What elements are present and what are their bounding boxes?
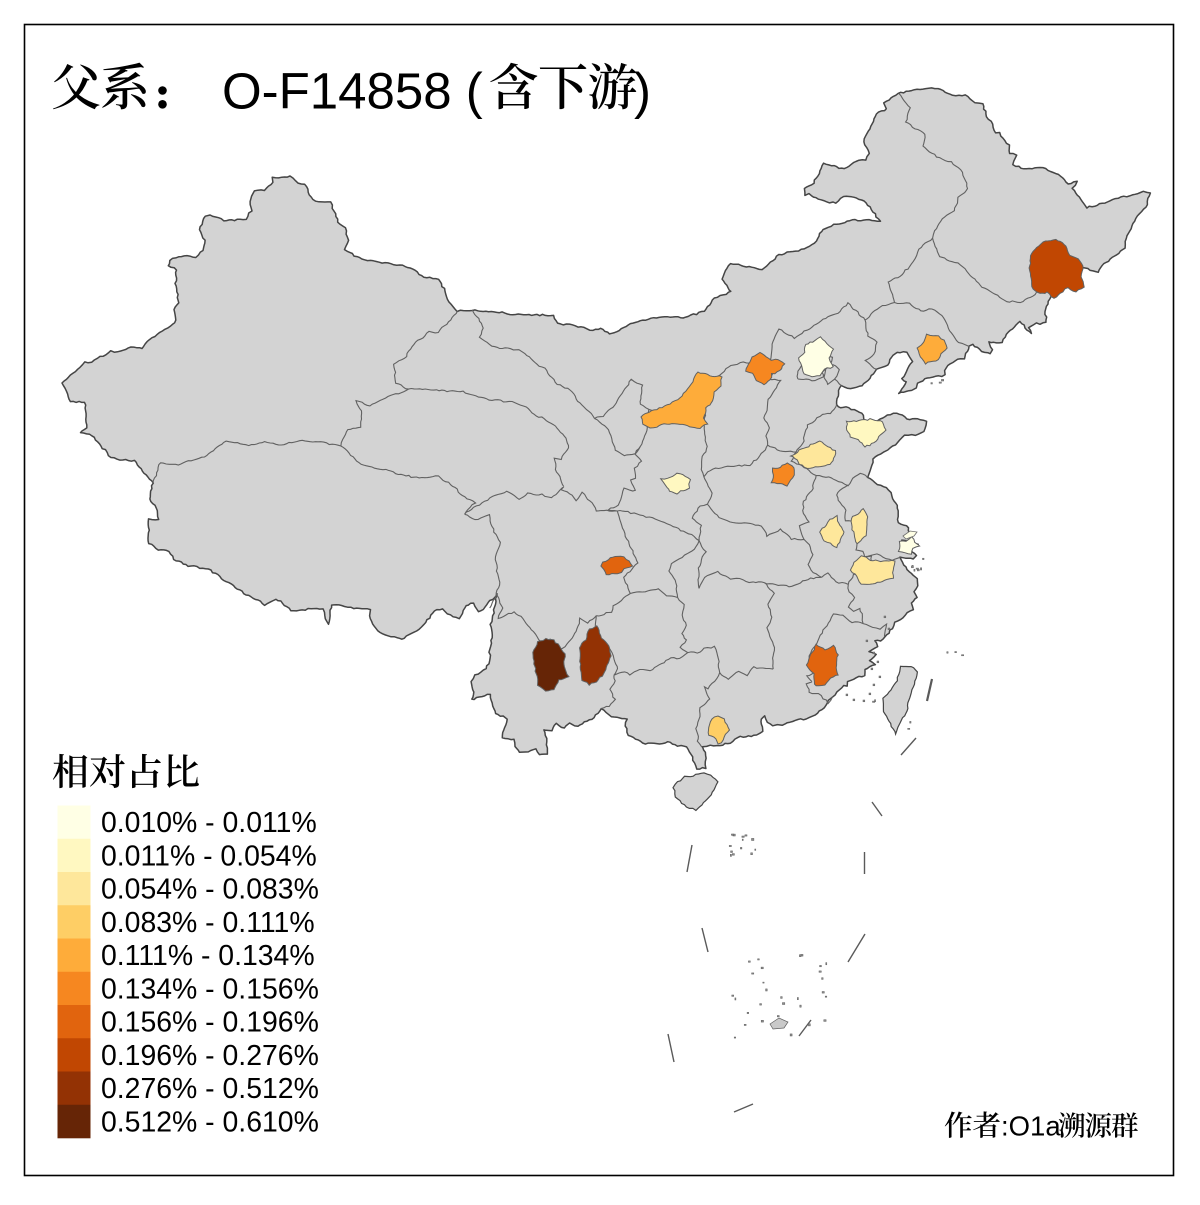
svg-text:0.156% - 0.196%: 0.156% - 0.196% <box>101 1007 319 1039</box>
svg-text:0.054% - 0.083%: 0.054% - 0.083% <box>101 874 319 906</box>
svg-text:0.512% - 0.610%: 0.512% - 0.610% <box>101 1106 319 1138</box>
svg-text:0.196% - 0.276%: 0.196% - 0.276% <box>101 1040 319 1072</box>
svg-text:0.134% - 0.156%: 0.134% - 0.156% <box>101 973 319 1005</box>
svg-text:0.276% - 0.512%: 0.276% - 0.512% <box>101 1073 319 1105</box>
svg-text:0.083% - 0.111%: 0.083% - 0.111% <box>101 907 315 939</box>
svg-text:0.011% - 0.054%: 0.011% - 0.054% <box>101 840 317 872</box>
svg-text:O-F14858 (: O-F14858 ( <box>222 63 483 120</box>
svg-text:0.010% - 0.011%: 0.010% - 0.011% <box>101 807 317 839</box>
svg-text:0.111% - 0.134%: 0.111% - 0.134% <box>101 940 315 972</box>
svg-text:): ) <box>634 63 651 120</box>
svg-text::O1a: :O1a <box>1001 1111 1061 1142</box>
